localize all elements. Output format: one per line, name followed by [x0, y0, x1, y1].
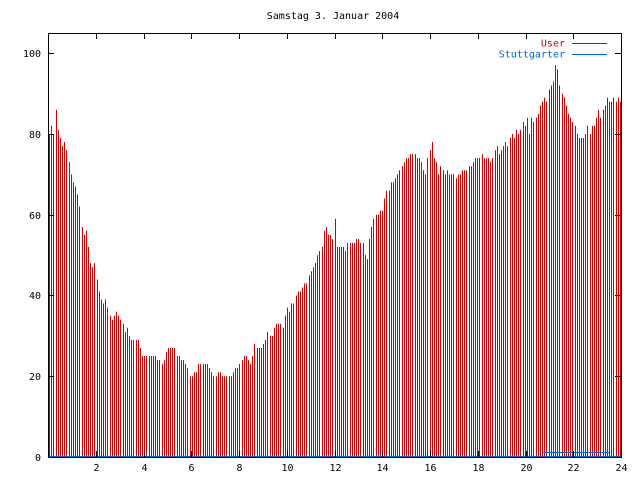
x-tick-label: 22 [567, 463, 579, 474]
x-tick-label: 18 [472, 463, 484, 474]
x-tick-label: 4 [141, 463, 147, 474]
chart-title: Samstag 3. Januar 2004 [267, 11, 399, 22]
x-tick-label: 10 [281, 463, 293, 474]
y-tick-label: 60 [29, 211, 41, 222]
y-tick-label: 80 [29, 130, 41, 141]
x-tick-label: 24 [615, 463, 627, 474]
y-tick-label: 20 [29, 372, 41, 383]
x-tick-label: 14 [376, 463, 388, 474]
x-tick-label: 6 [188, 463, 194, 474]
legend-label-stuttgarter: Stuttgarter [499, 50, 565, 61]
user-bars [49, 65, 621, 457]
stuttgarter-line [48, 451, 621, 457]
x-tick-label: 16 [424, 463, 436, 474]
y-tick-label: 0 [35, 453, 41, 464]
y-tick-label: 40 [29, 291, 41, 302]
x-tick-label: 20 [520, 463, 532, 474]
x-tick-label: 12 [329, 463, 341, 474]
y-tick-label: 100 [23, 49, 41, 60]
x-tick-label: 8 [236, 463, 242, 474]
x-tick-label: 2 [93, 463, 99, 474]
legend-label-user: User [541, 39, 565, 50]
